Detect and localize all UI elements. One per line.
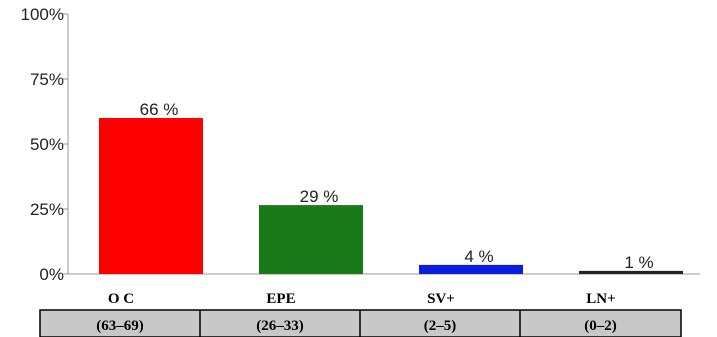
category-label: EPE xyxy=(266,291,295,307)
y-tick-label: 25% xyxy=(30,200,64,219)
y-tick-label: 50% xyxy=(30,135,64,154)
y-tick-label: 0% xyxy=(39,265,64,284)
bar-data-label: 4 % xyxy=(464,247,493,266)
bar xyxy=(419,264,523,274)
bar-data-label: 1 % xyxy=(624,253,653,272)
y-tick-label: 75% xyxy=(30,70,64,89)
bar-data-label: 29 % xyxy=(300,187,339,206)
range-cell-label: (63–69) xyxy=(96,318,144,334)
range-cell-label: (0–2) xyxy=(584,318,617,334)
category-label: SV+ xyxy=(427,291,455,307)
y-tick-label: 100% xyxy=(21,5,64,24)
chart-data-labels: 66 % 29 % 4 % 1 % xyxy=(140,100,654,272)
category-label: LN+ xyxy=(586,291,615,307)
category-label: O C xyxy=(108,291,134,307)
bar-data-label: 66 % xyxy=(140,100,179,119)
range-cell-label: (2–5) xyxy=(424,318,457,334)
range-table: (63–69) (26–33) (2–5) (0–2) xyxy=(39,309,682,337)
category-labels: O C EPE SV+ LN+ xyxy=(108,291,616,307)
bar xyxy=(579,270,683,274)
bar xyxy=(259,205,363,274)
bar xyxy=(99,118,203,274)
chart-bars xyxy=(99,118,683,274)
range-cell-label: (26–33) xyxy=(256,318,304,334)
